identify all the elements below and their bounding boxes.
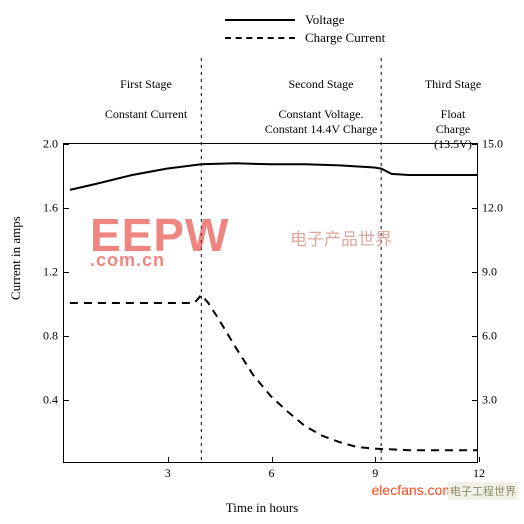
plot-area: 2.01.61.20.80.415.012.09.06.03.036912 [63, 143, 478, 463]
ytick-left: 1.2 [43, 265, 64, 280]
x-axis-label: Time in hours [0, 500, 524, 516]
legend-current-label: Charge Current [305, 30, 385, 46]
stage-3-title: Third Stage [408, 77, 498, 92]
ytick-left: 0.8 [43, 329, 64, 344]
ytick-right: 6.0 [477, 329, 497, 344]
xtick: 9 [372, 462, 378, 481]
legend-current-line [225, 37, 295, 39]
stage-1-title: First Stage [76, 77, 216, 92]
stage-2-title: Second Stage [231, 77, 411, 92]
xtick: 6 [269, 462, 275, 481]
ytick-right: 3.0 [477, 393, 497, 408]
watermark-elecfans: elecfans.com [372, 482, 454, 498]
watermark-corner: 电子工程世界 [448, 482, 518, 500]
stage-1-sub: Constant Current [76, 107, 216, 122]
legend-voltage-line [225, 19, 295, 21]
watermark-eepw: EEPW .com.cn [90, 215, 229, 269]
legend-voltage: Voltage [225, 12, 385, 28]
stage-2-sub: Constant Voltage. Constant 14.4V Charge [231, 107, 411, 137]
chart-container: Voltage Charge Current First Stage Const… [0, 0, 524, 524]
ytick-right: 15.0 [477, 137, 503, 152]
y-axis-left-label: Current in amps [8, 216, 24, 300]
legend-voltage-label: Voltage [305, 12, 344, 28]
xtick: 3 [165, 462, 171, 481]
stage-labels: First Stage Constant Current Second Stag… [46, 62, 494, 132]
stage-1: First Stage Constant Current [76, 62, 216, 137]
ytick-left: 2.0 [43, 137, 64, 152]
ytick-right: 9.0 [477, 265, 497, 280]
legend: Voltage Charge Current [225, 12, 385, 48]
ytick-right: 12.0 [477, 201, 503, 216]
watermark-cn: 电子产品世界 [290, 225, 392, 250]
ytick-left: 1.6 [43, 201, 64, 216]
xtick: 12 [473, 462, 485, 481]
y-axis-right-label: Voltage in volts [520, 300, 524, 381]
ytick-left: 0.4 [43, 393, 64, 408]
stage-2: Second Stage Constant Voltage. Constant … [231, 62, 411, 152]
legend-current: Charge Current [225, 30, 385, 46]
